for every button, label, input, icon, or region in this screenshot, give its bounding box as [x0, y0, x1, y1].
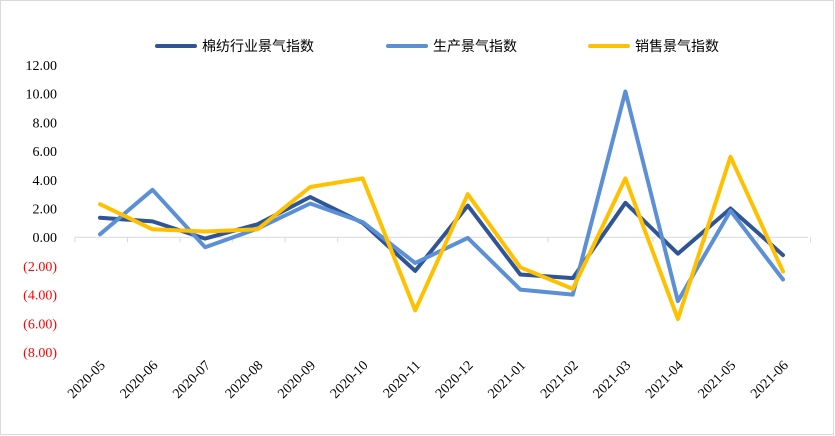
y-tick-label: 0.00 — [33, 231, 58, 246]
legend-label-2: 生产景气指数 — [433, 39, 517, 55]
series-line-1 — [98, 195, 785, 281]
y-tick-label: (2.00) — [23, 260, 57, 275]
y-tick-label: 8.00 — [33, 116, 58, 131]
y-axis: 12.00 10.00 8.00 6.00 4.00 2.00 0.00 (2.00) (4.0… — [23, 59, 57, 361]
y-tick-label: (6.00) — [23, 317, 57, 332]
y-tick-label: 6.00 — [33, 145, 58, 160]
legend-label-3: 销售景气指数 — [635, 39, 719, 55]
y-tick-label: 12.00 — [26, 59, 58, 74]
y-tick-label: 2.00 — [33, 203, 58, 218]
series-lines — [98, 89, 785, 321]
legend: 棉纺行业景气指数 生产景气指数 销售景气指数 — [155, 38, 719, 55]
y-tick-label: 10.00 — [26, 88, 58, 103]
legend-label-1: 棉纺行业景气指数 — [202, 38, 314, 55]
y-tick-label: (4.00) — [23, 289, 57, 304]
series-line-3 — [98, 154, 785, 321]
y-tick-label: (8.00) — [23, 346, 57, 361]
y-tick-label: 4.00 — [33, 174, 58, 189]
